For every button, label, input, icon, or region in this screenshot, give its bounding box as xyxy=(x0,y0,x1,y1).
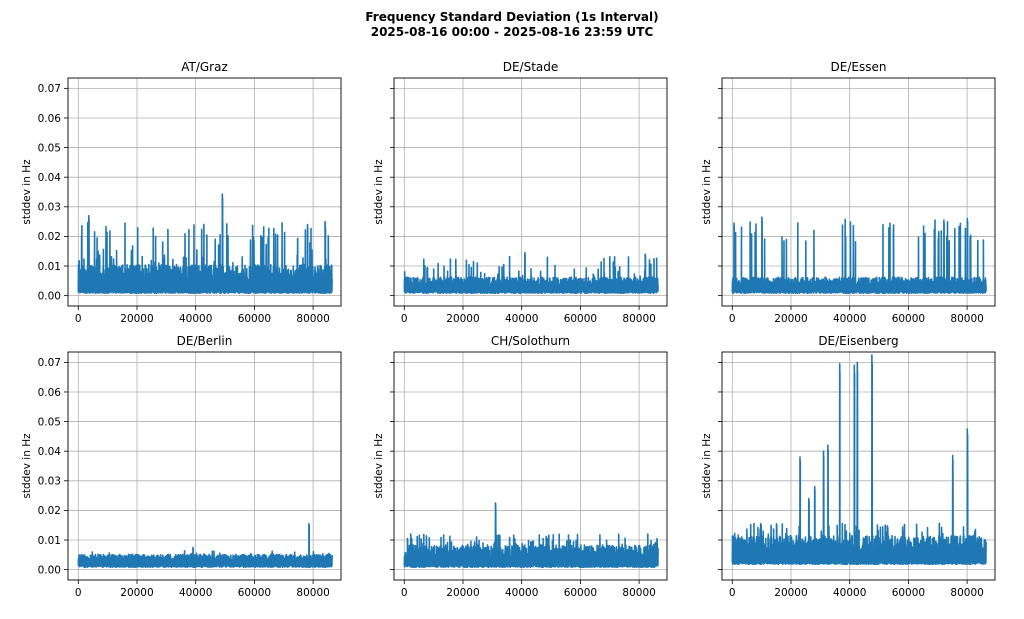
subplot-de-eisenberg: 0 20000 40000 60000 80000 DE/Eisenberg stddev … xyxy=(701,334,996,599)
y-tick-label: 0.03 xyxy=(38,476,61,488)
y-tick-label: 0.00 xyxy=(38,564,61,576)
subplot-title: DE/Stade xyxy=(503,60,559,74)
x-tick-label: 60000 xyxy=(564,313,597,325)
y-tick-label: 0.06 xyxy=(38,113,62,125)
subplot-de-stade: 0 20000 40000 60000 80000 DE/Stade stddev in H… xyxy=(373,60,668,325)
subplot-title: AT/Graz xyxy=(181,60,228,74)
subplot-title: CH/Solothurn xyxy=(491,334,570,348)
x-tick-label: 80000 xyxy=(296,313,329,325)
x-tick-label: 0 xyxy=(729,587,736,599)
x-tick-label: 20000 xyxy=(120,313,153,325)
x-tick-label: 40000 xyxy=(833,313,866,325)
subplot-title: DE/Eisenberg xyxy=(818,334,898,348)
y-axis-label: stddev in Hz xyxy=(373,433,385,499)
series-line xyxy=(403,502,659,569)
x-tick-label: 80000 xyxy=(622,587,655,599)
y-tick-label: 0.07 xyxy=(38,83,61,95)
x-tick-label: 20000 xyxy=(446,313,479,325)
x-tick-label: 60000 xyxy=(238,587,271,599)
y-tick-label: 0.03 xyxy=(38,202,61,214)
x-tick-label: 80000 xyxy=(296,587,329,599)
x-tick-label: 40000 xyxy=(505,587,538,599)
x-tick-label: 20000 xyxy=(120,587,153,599)
x-tick-label: 60000 xyxy=(564,587,597,599)
subplot-at-graz: 0 20000 40000 60000 80000 0.00 0.01 0.02 0.03 0.0… xyxy=(21,60,342,325)
figure-subtitle: 2025-08-16 00:00 - 2025-08-16 23:59 UTC xyxy=(370,25,654,39)
series-line xyxy=(77,522,333,569)
series-line xyxy=(403,251,659,295)
y-tick-label: 0.02 xyxy=(38,231,61,243)
x-tick-label: 60000 xyxy=(892,587,925,599)
subplot-title: DE/Berlin xyxy=(177,334,233,348)
subplot-ch-solothurn: 0 20000 40000 60000 80000 CH/Solothurn stddev … xyxy=(373,334,668,599)
axes-frame xyxy=(393,351,668,581)
x-tick-label: 80000 xyxy=(622,313,655,325)
subplot-de-essen: 0 20000 40000 60000 80000 DE/Essen stddev in H… xyxy=(701,60,996,325)
y-axis-label: stddev in Hz xyxy=(701,433,713,499)
series-line xyxy=(77,193,333,295)
y-tick-label: 0.02 xyxy=(38,505,61,517)
x-tick-label: 80000 xyxy=(950,313,983,325)
x-tick-label: 80000 xyxy=(950,587,983,599)
y-tick-label: 0.01 xyxy=(38,535,61,547)
x-tick-label: 0 xyxy=(401,587,408,599)
x-tick-label: 0 xyxy=(729,313,736,325)
x-tick-label: 20000 xyxy=(774,587,807,599)
x-tick-label: 0 xyxy=(401,313,408,325)
y-tick-label: 0.07 xyxy=(38,357,61,369)
x-tick-label: 40000 xyxy=(179,313,212,325)
x-tick-label: 20000 xyxy=(446,587,479,599)
figure-title: Frequency Standard Deviation (1s Interva… xyxy=(365,10,659,24)
y-tick-label: 0.01 xyxy=(38,261,61,273)
y-tick-label: 0.00 xyxy=(38,290,61,302)
x-tick-label: 0 xyxy=(75,313,82,325)
x-tick-label: 40000 xyxy=(179,587,212,599)
y-tick-label: 0.06 xyxy=(38,387,62,399)
subplot-de-berlin: 0 20000 40000 60000 80000 0.00 0.01 0.02 0.03 0.0… xyxy=(21,334,342,599)
x-tick-label: 0 xyxy=(75,587,82,599)
axes-frame xyxy=(721,77,996,307)
axes-frame xyxy=(67,351,342,581)
y-tick-label: 0.04 xyxy=(38,172,62,184)
y-tick-label: 0.05 xyxy=(38,142,61,154)
y-axis-label: stddev in Hz xyxy=(701,159,713,225)
y-axis-label: stddev in Hz xyxy=(373,159,385,225)
series-line xyxy=(731,216,987,295)
x-tick-label: 40000 xyxy=(833,587,866,599)
axes-frame xyxy=(721,351,996,581)
axes-frame xyxy=(393,77,668,307)
y-axis-label: stddev in Hz xyxy=(21,433,33,499)
y-tick-label: 0.05 xyxy=(38,416,61,428)
x-tick-label: 40000 xyxy=(505,313,538,325)
y-tick-label: 0.04 xyxy=(38,446,62,458)
x-tick-label: 20000 xyxy=(774,313,807,325)
series-line xyxy=(731,354,987,566)
x-tick-label: 60000 xyxy=(238,313,271,325)
x-tick-label: 60000 xyxy=(892,313,925,325)
subplot-title: DE/Essen xyxy=(831,60,887,74)
y-axis-label: stddev in Hz xyxy=(21,159,33,225)
axes-frame xyxy=(67,77,342,307)
